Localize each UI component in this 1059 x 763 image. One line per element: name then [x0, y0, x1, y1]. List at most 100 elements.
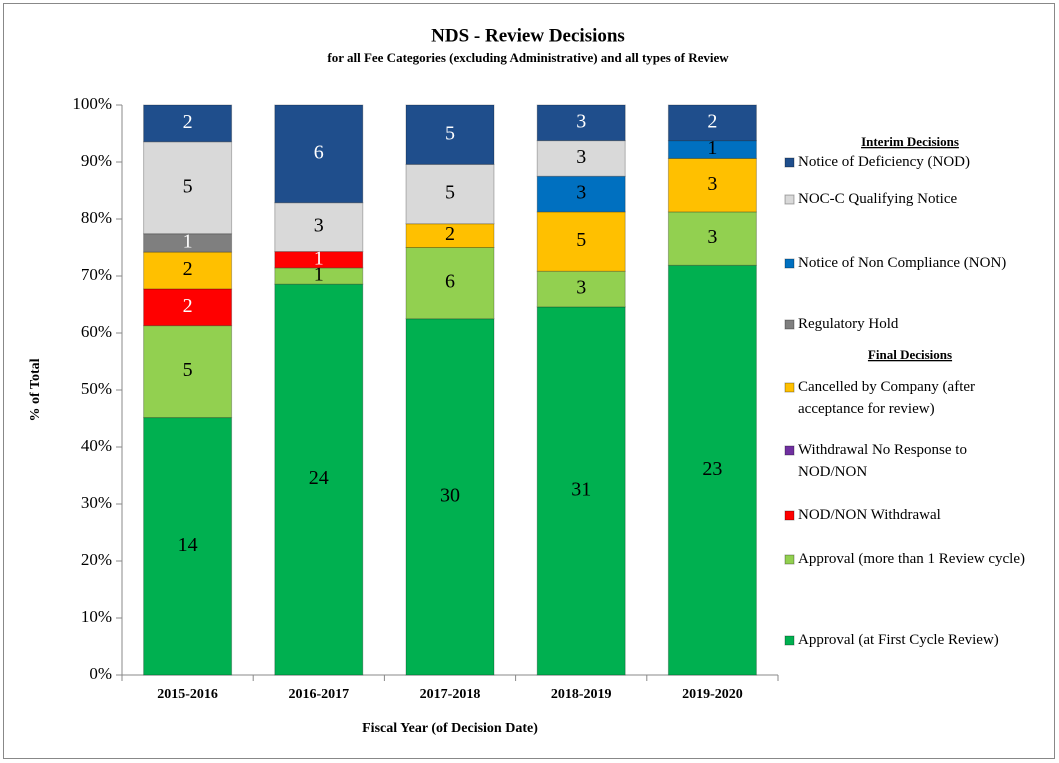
data-label: 6 [314, 141, 324, 163]
legend-label: NOC-C Qualifying Notice [798, 191, 957, 207]
data-label: 5 [445, 122, 455, 144]
y-tick-label: 50% [81, 379, 112, 398]
bar-segment [274, 202, 364, 253]
data-label: 3 [576, 146, 586, 168]
legend-marker [784, 258, 795, 269]
legend-line: Withdrawal No Response to [798, 442, 967, 458]
data-label: 5 [445, 182, 455, 204]
legend-marker [784, 382, 795, 393]
y-tick-label: 70% [81, 265, 112, 284]
chart-subtitle: for all Fee Categories (excluding Admini… [327, 50, 729, 65]
legend-line: Notice of Deficiency (NOD) [798, 154, 970, 170]
data-label: 31 [571, 479, 591, 501]
legend-label: Withdrawal No Response to NOD/NON [798, 442, 967, 480]
x-tick-label: 2018-2019 [551, 687, 612, 702]
bar-segment [536, 270, 626, 308]
bar-segment [143, 417, 233, 676]
bar-segment [405, 247, 495, 320]
legend-label: NOD/NON Withdrawal [798, 507, 941, 523]
data-label: 3 [314, 215, 324, 237]
legend-label: Notice of Non Compliance (NON) [798, 255, 1006, 271]
y-tick-label: 20% [81, 550, 112, 569]
y-tick-label: 0% [89, 664, 112, 683]
data-label: 2 [183, 295, 193, 317]
y-tick-label: 10% [81, 607, 112, 626]
bar-segment [667, 264, 757, 676]
x-tick-label: 2016-2017 [288, 687, 349, 702]
legend-line: Approval (at First Cycle Review) [798, 632, 999, 648]
legend-marker [784, 194, 795, 205]
data-label: 3 [707, 226, 717, 248]
legend-marker [784, 554, 795, 565]
data-label: 5 [183, 175, 193, 197]
y-tick-label: 80% [81, 208, 112, 227]
y-tick-label: 30% [81, 493, 112, 512]
data-label: 24 [309, 467, 329, 489]
bar-segment [667, 211, 757, 266]
data-label: 5 [183, 359, 193, 381]
x-axis-label: Fiscal Year (of Decision Date) [362, 721, 538, 736]
data-label: 6 [445, 271, 455, 293]
bar-segment [405, 318, 495, 676]
data-label: 3 [576, 182, 586, 204]
legend-label: Cancelled by Company (after acceptance fo… [798, 379, 975, 417]
data-label: 30 [440, 484, 460, 506]
bar-segment [143, 251, 233, 290]
data-label: 3 [576, 277, 586, 299]
bar-segment [536, 306, 626, 676]
bar-segment [536, 140, 626, 177]
legend-line: acceptance for review) [798, 401, 935, 417]
data-label: 1 [314, 247, 324, 269]
data-label: 1 [183, 230, 193, 252]
legend-line: Regulatory Hold [798, 316, 899, 332]
legend-label: Approval (at First Cycle Review) [798, 632, 999, 648]
bar-segment [536, 104, 626, 142]
data-label: 3 [707, 173, 717, 195]
bar-segment [405, 163, 495, 225]
y-tick-label: 100% [72, 94, 112, 113]
bar-segment [143, 141, 233, 235]
legend-label: Notice of Deficiency (NOD) [798, 154, 970, 170]
x-tick-label: 2015-2016 [157, 687, 218, 702]
bar-segment [405, 104, 495, 165]
data-label: 2 [183, 258, 193, 280]
data-label: 2 [183, 111, 193, 133]
data-label: 1 [314, 264, 324, 286]
bar-segment [274, 104, 364, 204]
data-label: 14 [178, 534, 198, 556]
legend-line: NOD/NON Withdrawal [798, 507, 941, 523]
x-tick-label: 2019-2020 [682, 687, 743, 702]
chart-title: NDS - Review Decisions [431, 25, 625, 46]
legend-header: Final Decisions [868, 347, 952, 362]
legend-marker [784, 510, 795, 521]
bar-segment [274, 283, 364, 676]
legend-header: Interim Decisions [861, 134, 959, 149]
x-tick-label: 2017-2018 [420, 687, 481, 702]
bar-segment [143, 325, 233, 419]
legend-marker [784, 445, 795, 456]
bar-segment [536, 211, 626, 272]
bar-segment [667, 104, 757, 142]
legend-line: NOD/NON [798, 464, 867, 480]
bar-segment [143, 288, 233, 327]
legend-marker [784, 157, 795, 168]
y-tick-label: 60% [81, 322, 112, 341]
legend-line: NOC-C Qualifying Notice [798, 191, 957, 207]
y-tick-label: 40% [81, 436, 112, 455]
data-label: 23 [702, 458, 722, 480]
bar-segment [143, 104, 233, 143]
y-axis-label: % of Total [28, 358, 43, 421]
legend-marker [784, 635, 795, 646]
data-label: 2 [445, 223, 455, 245]
legend-marker [784, 319, 795, 330]
data-label: 2 [707, 110, 717, 132]
legend-label: Regulatory Hold [798, 316, 899, 332]
data-label: 1 [707, 137, 717, 159]
y-tick-label: 90% [81, 151, 112, 170]
legend-label: Approval (more than 1 Review cycle) [798, 551, 1025, 567]
data-label: 5 [576, 229, 586, 251]
bar-segment [667, 157, 757, 213]
legend-line: Cancelled by Company (after [798, 379, 975, 395]
